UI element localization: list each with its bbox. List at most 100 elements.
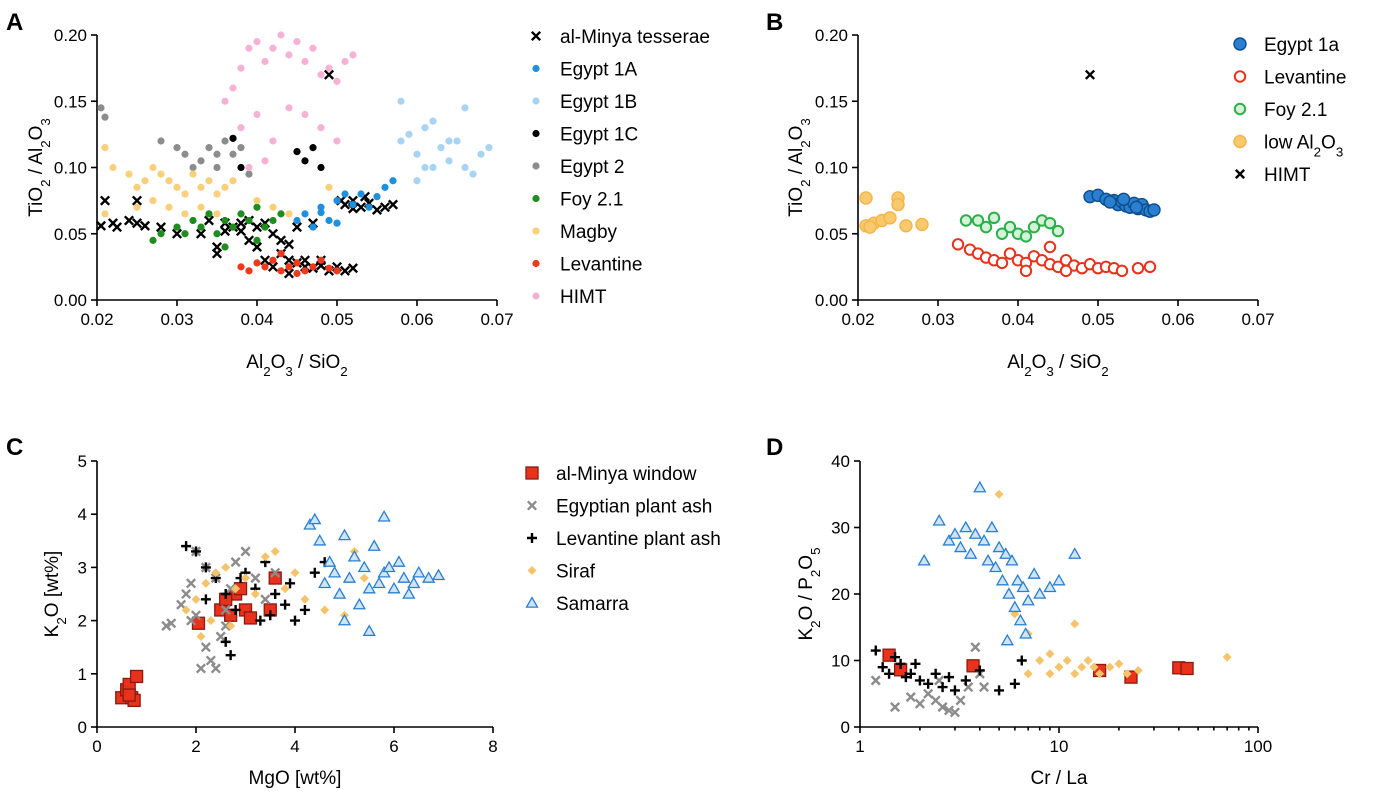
- y-tick-label: 20: [831, 585, 850, 604]
- data-point: [955, 695, 966, 706]
- data-point: [1095, 669, 1105, 679]
- data-point: [95, 220, 107, 231]
- data-point: [190, 610, 202, 621]
- data-point: [445, 137, 453, 145]
- data-point: [220, 636, 231, 647]
- data-point: [1003, 247, 1017, 260]
- data-point: [1019, 230, 1033, 243]
- data-point: [285, 104, 293, 112]
- data-point: [1005, 553, 1019, 566]
- data-point: [979, 220, 993, 234]
- data-point: [412, 565, 426, 578]
- series: [221, 31, 357, 172]
- data-point: [905, 692, 916, 703]
- data-point: [994, 685, 1005, 696]
- data-point: [250, 572, 261, 584]
- data-point: [1013, 613, 1028, 626]
- data-point: [429, 163, 437, 172]
- x-tick-label: 0.02: [841, 310, 874, 329]
- legend-label: Egypt 1B: [560, 92, 637, 113]
- data-point: [985, 520, 999, 533]
- data-point: [323, 69, 335, 80]
- data-point: [125, 170, 133, 178]
- y-tick-label: 1: [78, 665, 87, 684]
- y-tick-label: 0.15: [815, 92, 848, 111]
- data-point: [1019, 264, 1033, 278]
- data-point: [1043, 240, 1057, 254]
- data-point: [277, 210, 285, 218]
- data-point: [405, 130, 413, 138]
- series: [917, 480, 1082, 646]
- legend-label: Egypt 1C: [560, 125, 638, 146]
- data-point: [301, 57, 309, 66]
- data-point: [176, 599, 187, 610]
- legend: Egypt 1a Levantine Foy 2.1 low Al2O3 HIMT: [1233, 35, 1346, 186]
- data-point: [245, 44, 253, 52]
- data-point: [277, 250, 285, 258]
- data-point: [123, 215, 135, 226]
- data-point: [215, 631, 226, 642]
- data-point: [220, 604, 231, 616]
- legend-label: Egypt 2: [560, 157, 624, 178]
- data-point: [285, 210, 293, 218]
- data-point: [181, 605, 191, 615]
- data-point: [317, 124, 325, 132]
- legend-label: Samarra: [556, 594, 629, 615]
- data-point: [301, 210, 309, 218]
- data-point: [994, 489, 1004, 499]
- series: [161, 546, 281, 674]
- data-point: [1011, 573, 1025, 586]
- data-point: [914, 675, 925, 686]
- data-point: [250, 589, 260, 599]
- data-point: [203, 215, 215, 226]
- data-point: [253, 203, 261, 211]
- data-point: [977, 533, 991, 546]
- x-tick-label: 0.07: [480, 310, 513, 329]
- data-point: [191, 546, 201, 557]
- data-point: [323, 555, 337, 567]
- data-point: [379, 202, 391, 213]
- data-point: [277, 267, 285, 275]
- data-point: [141, 177, 149, 185]
- data-point: [229, 223, 237, 231]
- data-point: [253, 259, 261, 267]
- x-tick-label: 0.03: [921, 310, 954, 329]
- series: [303, 510, 446, 637]
- data-point: [213, 150, 221, 158]
- data-point: [213, 230, 221, 238]
- data-point: [1133, 665, 1143, 675]
- legend-marker: [1233, 102, 1247, 116]
- data-point: [243, 611, 258, 625]
- data-point: [397, 97, 405, 105]
- legend-marker: [527, 566, 537, 575]
- data-point: [122, 688, 136, 702]
- y-axis-label: K2O / P2O5: [796, 548, 823, 641]
- data-point: [362, 581, 376, 594]
- legend-label: al-Minya window: [556, 464, 697, 485]
- data-point: [275, 235, 287, 246]
- data-point: [213, 163, 221, 172]
- panel-label: D: [766, 434, 783, 461]
- data-point: [959, 520, 973, 533]
- panel-b: B 0.02 0.03 0.04 0.05 0.06 0.07 0.00 0.05 0.10 0.1…: [766, 9, 1346, 379]
- data-point: [317, 71, 325, 79]
- data-point: [301, 110, 309, 119]
- data-point: [320, 605, 330, 615]
- data-point: [97, 104, 105, 112]
- data-point: [196, 632, 206, 642]
- data-point: [1002, 587, 1016, 599]
- data-point: [226, 621, 236, 631]
- legend-marker: [532, 162, 540, 170]
- data-point: [270, 589, 281, 599]
- legend-label: Egypt 1a: [1264, 35, 1339, 56]
- panel-label: B: [766, 9, 783, 36]
- x-tick-label: 0.02: [80, 310, 113, 329]
- data-point: [333, 77, 341, 85]
- data-point: [270, 567, 281, 578]
- data-point: [337, 613, 352, 626]
- data-point: [333, 219, 341, 227]
- data-point: [437, 144, 445, 152]
- x-tick-label: 1: [855, 737, 864, 756]
- data-point: [166, 618, 177, 629]
- data-point: [101, 113, 109, 121]
